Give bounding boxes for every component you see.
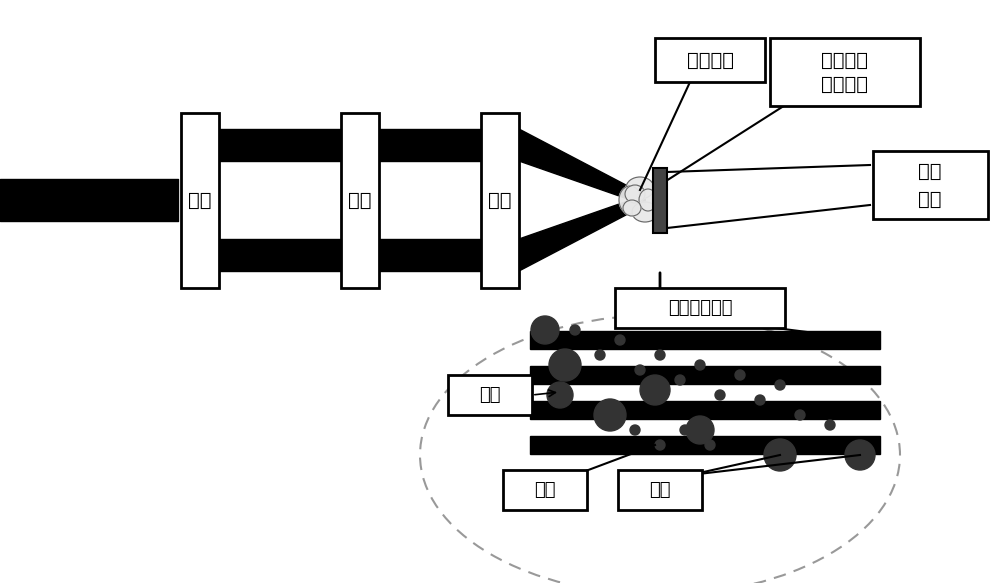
Circle shape — [635, 365, 645, 375]
Circle shape — [695, 360, 705, 370]
FancyBboxPatch shape — [770, 38, 920, 106]
Circle shape — [795, 410, 805, 420]
Circle shape — [845, 440, 875, 470]
Text: 电子: 电子 — [479, 386, 501, 404]
Circle shape — [755, 395, 765, 405]
Text: 等离子体: 等离子体 — [822, 75, 868, 93]
Circle shape — [640, 375, 670, 405]
Circle shape — [655, 440, 665, 450]
Text: 待测: 待测 — [918, 161, 942, 181]
Polygon shape — [530, 331, 880, 349]
FancyBboxPatch shape — [341, 113, 379, 287]
Ellipse shape — [420, 315, 900, 583]
Circle shape — [549, 349, 581, 381]
FancyBboxPatch shape — [653, 167, 667, 233]
FancyBboxPatch shape — [448, 375, 532, 415]
FancyBboxPatch shape — [503, 470, 587, 510]
FancyBboxPatch shape — [481, 113, 519, 287]
FancyBboxPatch shape — [872, 151, 988, 219]
Text: 诱导击穿: 诱导击穿 — [822, 51, 868, 69]
Text: 等离子体光杼: 等离子体光杼 — [668, 299, 732, 317]
Circle shape — [675, 375, 685, 385]
FancyBboxPatch shape — [655, 38, 765, 82]
Polygon shape — [530, 436, 880, 454]
FancyBboxPatch shape — [615, 288, 785, 328]
Polygon shape — [519, 129, 645, 205]
Polygon shape — [530, 366, 880, 384]
Circle shape — [570, 325, 580, 335]
Ellipse shape — [623, 200, 641, 216]
Circle shape — [655, 350, 665, 360]
Ellipse shape — [619, 186, 641, 214]
Text: 样品: 样品 — [918, 189, 942, 209]
Ellipse shape — [626, 177, 654, 199]
Text: 辅助气体: 辅助气体 — [686, 51, 734, 69]
Circle shape — [715, 390, 725, 400]
Text: 分子: 分子 — [649, 481, 671, 499]
Ellipse shape — [632, 202, 658, 222]
Circle shape — [775, 380, 785, 390]
Text: 同步: 同步 — [348, 191, 372, 209]
Text: 分束: 分束 — [188, 191, 212, 209]
Polygon shape — [519, 195, 645, 271]
Ellipse shape — [639, 189, 657, 211]
Ellipse shape — [625, 185, 645, 203]
Circle shape — [595, 350, 605, 360]
Circle shape — [594, 399, 626, 431]
Circle shape — [531, 316, 559, 344]
Text: 聚焦: 聚焦 — [488, 191, 512, 209]
Circle shape — [615, 335, 625, 345]
Circle shape — [686, 416, 714, 444]
Circle shape — [764, 439, 796, 471]
FancyBboxPatch shape — [618, 470, 702, 510]
Circle shape — [735, 370, 745, 380]
Circle shape — [630, 425, 640, 435]
Circle shape — [705, 440, 715, 450]
Circle shape — [825, 420, 835, 430]
Polygon shape — [530, 401, 880, 419]
Circle shape — [680, 425, 690, 435]
Circle shape — [547, 382, 573, 408]
FancyBboxPatch shape — [181, 113, 219, 287]
Text: 离子: 离子 — [534, 481, 556, 499]
